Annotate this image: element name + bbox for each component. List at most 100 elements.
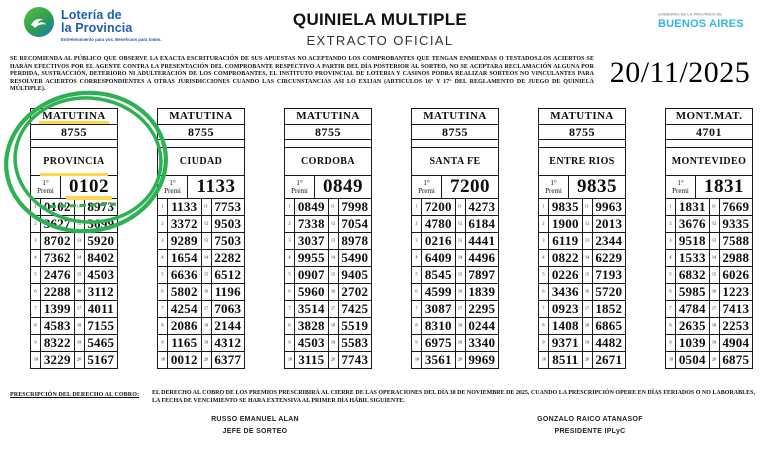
result-number: 5920 [87,233,115,248]
draw-type-text: MATUTINA [296,110,360,122]
position-label: 4 [539,250,549,266]
position-number: 13 [330,238,336,244]
first-prize-row: 1° Premi 7200 [412,176,498,199]
result-row: 3 9289 13 7503 [158,232,244,249]
result-number: 1223 [722,284,750,299]
result-number: 4273 [468,199,496,214]
position-label: 5 [158,267,168,283]
position-label: 20 [75,352,85,368]
draw-number: 8755 [285,125,371,140]
position-number: 7 [669,306,672,312]
position-number: 3 [669,238,672,244]
draw-time-label: Realizado a las 15:00 [285,140,371,148]
result-number: 3676 [676,216,710,232]
position-number: 1 [288,204,291,210]
position-label: 5 [539,267,549,283]
position-number: 2 [669,221,672,227]
result-row: 2 7338 12 7054 [285,215,371,232]
position-number: 9 [34,340,37,346]
position-label: 2 [412,216,422,232]
position-number: 17 [584,306,590,312]
position-label: 10 [31,352,41,368]
result-row: 10 0504 20 6875 [666,351,752,368]
result-number: 7669 [722,199,750,214]
first-prize-label: 1° Premi [31,176,61,198]
position-number: 8 [542,323,545,329]
position-label: 14 [329,250,339,266]
result-number: 1900 [549,216,583,232]
signature-left: RUSSO EMANUEL ALAN JEFE DE SORTEO [165,416,345,435]
position-label: 12 [329,216,339,232]
position-label: 19 [583,335,593,351]
result-number: 9371 [549,335,583,351]
position-label: 6 [158,284,168,300]
result-number: 0849 [295,199,329,215]
results-grid: 1 0102 11 8973 2 3627 12 3699 3 8702 13 5920 4 7362 14… [31,199,117,368]
result-number: 4780 [422,216,456,232]
position-label: 12 [710,216,720,232]
position-number: 17 [457,306,463,312]
position-label: 4 [158,250,168,266]
result-number: 3229 [41,352,75,368]
gov-caption: GOBIERNO DE LA PROVINCIA DE [658,13,722,17]
result-row: 4 1654 14 2282 [158,249,244,266]
brand-name-line1: Lotería de [61,8,122,22]
first-prize-row: 1° Premi 9835 [539,176,625,199]
position-number: 1 [161,204,164,210]
position-label: 7 [666,301,676,317]
result-number: 0504 [676,352,710,368]
buenos-aires-gov-logo: GOBIERNO DE LA PROVINCIA DE BUENOS AIRES [658,13,758,30]
signature-right-role: PRESIDENTE IPLyC [554,428,626,435]
position-number: 16 [457,289,463,295]
position-number: 6 [34,289,37,295]
loteria-provincia-logo: Lotería de la Provincia Entretenimiento … [24,7,201,44]
position-label: 6 [666,284,676,300]
position-label: 2 [285,216,295,232]
position-number: 18 [584,323,590,329]
draw-number: 8755 [412,125,498,140]
result-number: 6377 [214,352,242,367]
lottery-table-provincia: MATUTINA8755Realizado a las 15:00PROVINC… [30,108,118,369]
draw-type-label: MONT.MAT. [666,109,752,125]
result-row: 1 0102 11 8973 [31,199,117,215]
position-number: 2 [542,221,545,227]
result-row: 5 6636 15 6512 [158,266,244,283]
position-label: 9 [158,335,168,351]
result-number: 6512 [214,267,242,282]
page-subtitle: EXTRACTO OFICIAL [306,33,454,48]
result-row: 8 3828 18 5519 [285,317,371,334]
result-row: 4 6409 14 4496 [412,249,498,266]
position-label: 16 [456,284,466,300]
first-prize-label: 1° Premi [285,176,315,198]
position-number: 12 [457,221,463,227]
position-number: 14 [330,255,336,261]
position-number: 6 [161,289,164,295]
position-label: 17 [75,301,85,317]
result-row: 7 0923 17 1852 [539,300,625,317]
position-label: 2 [158,216,168,232]
position-label: 13 [583,233,593,249]
first-prize-label-line2: Premi [672,187,689,195]
position-number: 4 [542,255,545,261]
result-number: 6636 [168,267,202,283]
result-row: 4 9955 14 5490 [285,249,371,266]
result-number: 1039 [676,335,710,351]
result-number: 9289 [168,233,202,249]
result-number: 3828 [295,318,329,334]
position-number: 12 [330,221,336,227]
result-row: 1 7200 11 4273 [412,199,498,215]
position-label: 18 [456,318,466,334]
position-label: 8 [666,318,676,334]
first-prize-number: 7200 [450,176,490,197]
position-number: 6 [288,289,291,295]
result-number: 2988 [722,250,750,265]
position-number: 7 [542,306,545,312]
result-number: 0244 [468,318,496,333]
first-prize-row: 1° Premi 1831 [666,176,752,199]
jurisdiction-label: CORDOBA [285,148,371,176]
result-row: 1 1133 11 7753 [158,199,244,215]
draw-number: 4701 [666,125,752,140]
result-number: 6184 [468,216,496,231]
position-number: 16 [203,289,209,295]
position-number: 5 [542,272,545,278]
